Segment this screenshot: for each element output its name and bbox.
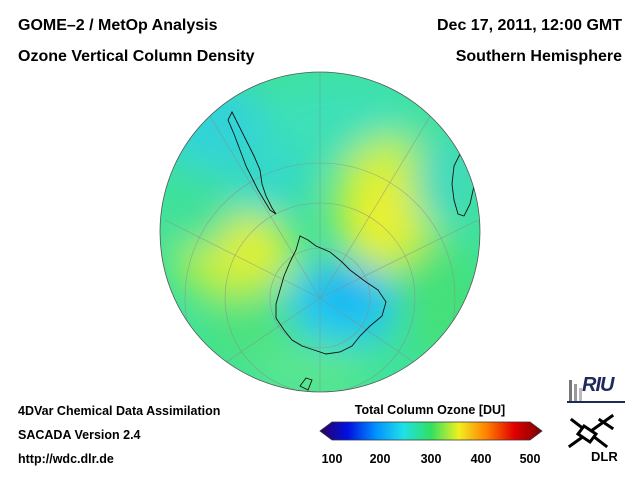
title-quantity: Ozone Vertical Column Density	[18, 48, 255, 65]
colorbar-gradient	[319, 421, 543, 441]
riu-logo-text: RIU	[582, 374, 614, 396]
colorbar-title: Total Column Ozone [DU]	[354, 403, 506, 417]
south-america-coast	[227, 110, 277, 215]
colorbar-tick-100: 100	[321, 452, 343, 466]
colorbar	[319, 421, 543, 441]
colorbar-tick-300: 300	[420, 452, 442, 466]
riu-logo-icon	[567, 380, 625, 403]
footer-url[interactable]: http://wdc.dlr.de	[18, 452, 114, 466]
colorbar-tick-500: 500	[519, 452, 541, 466]
colorbar-tick-200: 200	[369, 452, 391, 466]
antarctica-coast	[275, 235, 387, 355]
title-satellite: GOME–2 / MetOp Analysis	[18, 17, 218, 34]
globe-outline	[159, 71, 481, 393]
title-region: Southern Hemisphere	[455, 48, 622, 65]
new-zealand-coast	[299, 377, 313, 391]
dlr-logo-text: DLR	[591, 449, 618, 464]
colorbar-tick-400: 400	[470, 452, 492, 466]
footer-version: SACADA Version 2.4	[18, 428, 141, 442]
dlr-logo-icon	[567, 413, 615, 449]
footer-method: 4DVar Chemical Data Assimilation	[18, 404, 221, 418]
title-date: Dec 17, 2011, 12:00 GMT	[437, 17, 622, 34]
